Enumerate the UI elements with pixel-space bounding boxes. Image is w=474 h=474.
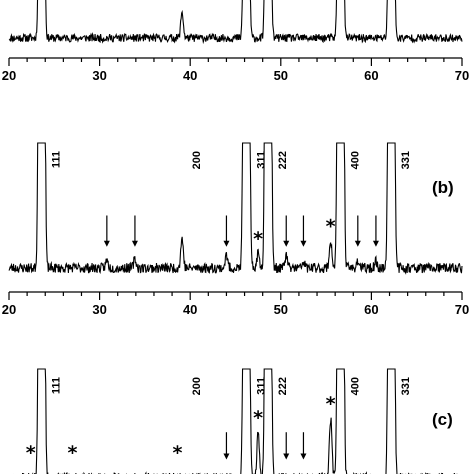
peak-label-400: 400: [350, 377, 362, 395]
x-tick-label: 40: [183, 68, 197, 83]
arrow-marker: [223, 432, 230, 460]
x-tick-label: 70: [455, 302, 469, 317]
diffraction-trace: [8, 142, 463, 275]
arrow-marker: [103, 215, 110, 247]
x-tick-label: 30: [92, 302, 106, 317]
x-tick-label: 50: [274, 302, 288, 317]
panel-b: 20 30 40 50 60 70 111 200 311 222 400 331 * * (b): [2, 142, 469, 317]
x-tick-label: 70: [455, 68, 469, 83]
peak-label-222: 222: [277, 151, 289, 169]
peak-label-311: 311: [255, 151, 267, 169]
peak-label-222: 222: [277, 377, 289, 395]
x-tick-label: 50: [274, 68, 288, 83]
arrow-marker: [223, 215, 230, 247]
arrow-marker: [283, 432, 290, 460]
peak-label-331: 331: [400, 151, 412, 169]
panel-label: (c): [432, 410, 453, 429]
panel-a: 20 30 40 50 60 70: [2, 0, 469, 83]
impurity-star: *: [26, 442, 36, 464]
arrow-marker: [300, 215, 307, 247]
panel-c: 111 200 311 222 400 331 * * * * * (c): [13, 368, 458, 474]
x-tick-label: 30: [92, 68, 106, 83]
x-tick-label: 60: [364, 302, 378, 317]
impurity-star: *: [253, 407, 263, 429]
peak-label-331: 331: [400, 377, 412, 395]
arrow-marker: [372, 215, 379, 247]
diffraction-trace: [8, 0, 463, 45]
arrow-marker: [283, 215, 290, 247]
impurity-star: *: [67, 442, 77, 464]
peak-label-200: 200: [191, 151, 203, 169]
arrow-marker: [131, 215, 138, 247]
x-tick-label: 20: [2, 68, 16, 83]
diffraction-trace: [13, 368, 458, 474]
peak-label-111: 111: [51, 151, 63, 168]
impurity-star: *: [326, 216, 336, 238]
x-tick-label: 40: [183, 302, 197, 317]
x-tick-label: 60: [364, 68, 378, 83]
peak-label-111: 111: [51, 377, 63, 394]
arrow-marker: [354, 215, 361, 247]
x-tick-label: 20: [2, 302, 16, 317]
arrow-marker: [300, 432, 307, 460]
impurity-star: *: [173, 442, 183, 464]
impurity-star: *: [253, 228, 263, 250]
peak-label-311: 311: [255, 377, 267, 395]
peak-label-400: 400: [350, 151, 362, 169]
peak-label-200: 200: [191, 377, 203, 395]
impurity-star: *: [326, 393, 336, 415]
panel-label: (b): [432, 178, 454, 197]
